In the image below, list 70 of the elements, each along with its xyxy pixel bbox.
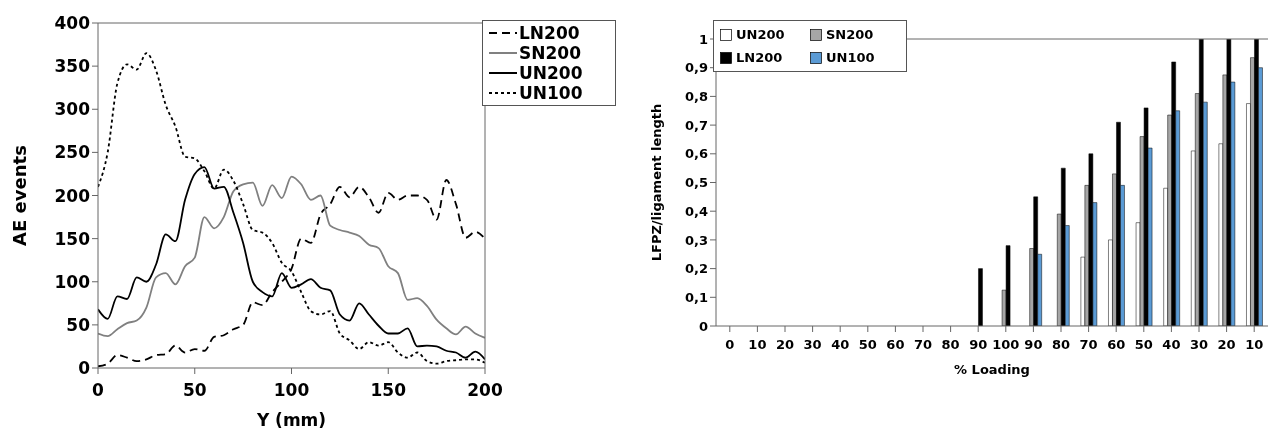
bar [1033,196,1038,326]
y-axis-title: LFPZ/ligament length [648,103,664,262]
y-tick-label: 350 [54,56,91,77]
bar [1061,167,1066,326]
legend-label: SN200 [826,27,874,42]
x-tick-label: 20 [775,337,795,353]
x-tick-label: 100 [992,337,1020,353]
y-tick-label: 0,1 [684,289,708,305]
x-tick-label: 40 [1162,337,1181,353]
x-axis-title: Y (mm) [255,410,327,430]
legend-label: LN200 [736,50,783,65]
x-tick-label: 150 [370,380,407,401]
line-series [98,52,485,365]
x-tick-label: 200 [467,380,503,401]
legend-label: UN200 [736,27,785,42]
y-tick-label: 0,5 [684,175,708,191]
x-tick-label: 30 [1189,337,1209,353]
y-tick-label: 0,2 [684,261,708,277]
bar [1171,61,1176,326]
x-tick-label: 50 [858,337,877,353]
x-tick-label: 70 [1079,337,1098,353]
y-tick-label: 250 [54,142,91,163]
x-tick-label: 40 [831,337,850,353]
x-tick-label: 0 [92,380,105,401]
line-series [98,175,485,339]
legend-label: UN200 [519,63,583,83]
bar [1005,245,1011,326]
bar [1116,121,1121,326]
legend-label: LN200 [519,23,580,43]
y-tick-label: 0,6 [684,146,708,162]
x-tick-label: 50 [1134,337,1153,353]
y-axis-title: AE events [9,145,31,246]
y-tick-label: 300 [54,99,91,120]
bar [1088,153,1094,326]
x-tick-label: 90 [1024,337,1043,353]
x-tick-label: 70 [913,337,933,353]
y-tick-label: 100 [54,271,91,292]
y-tick-label: 200 [54,185,91,206]
y-tick-label: 0,7 [684,117,708,133]
bar [978,268,983,326]
bar [1254,39,1259,326]
x-tick-label: 100 [273,380,310,401]
x-tick-label: 30 [803,337,822,353]
x-tick-label: 10 [1245,337,1264,353]
x-tick-label: 80 [941,337,960,353]
bar [1143,107,1149,326]
legend-label: UN100 [519,83,583,103]
y-tick-label: 0,3 [684,232,708,248]
x-tick-label: 60 [1107,337,1126,353]
y-tick-label: 400 [54,13,91,34]
x-tick-label: 10 [748,337,767,353]
legend-label: SN200 [519,43,581,63]
x-tick-label: 60 [886,337,905,353]
bar [1199,39,1204,326]
y-tick-label: 0 [78,358,91,379]
y-tick-label: 1 [698,31,708,47]
y-tick-label: 0 [698,318,708,334]
y-tick-label: 50 [66,314,91,335]
legend-label: UN100 [826,50,875,65]
x-tick-label: 90 [969,337,988,353]
x-tick-label: 0 [725,337,735,353]
y-tick-label: 0,8 [684,89,708,105]
x-tick-label: 50 [182,380,207,401]
x-tick-label: 80 [1051,337,1071,353]
y-tick-label: 150 [54,228,91,249]
bar [1226,39,1232,326]
x-tick-label: 20 [1217,337,1236,353]
x-axis-title: % Loading [954,362,1030,377]
y-tick-label: 0,4 [684,203,708,219]
y-tick-label: 0,9 [684,60,708,76]
